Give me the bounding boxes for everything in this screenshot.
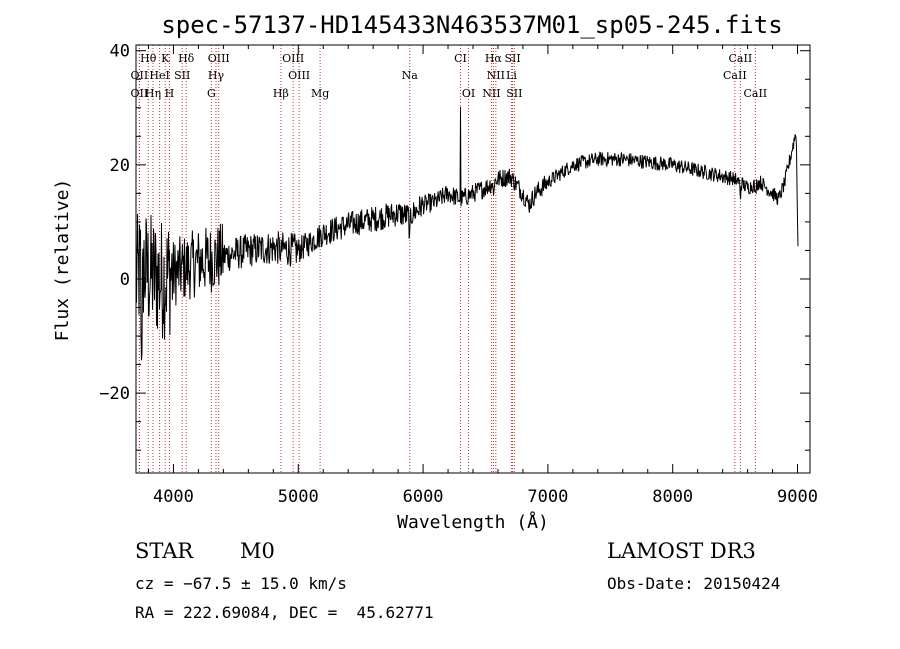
spectral-line-label: CaII xyxy=(729,52,753,65)
chart-title: spec-57137-HD145433N463537M01_sp05-245.f… xyxy=(161,11,782,39)
spectral-line-label: Na xyxy=(402,69,419,82)
observation-date: Obs-Date: 20150424 xyxy=(607,574,781,593)
spectral-line-label: SII xyxy=(504,52,520,65)
spectral-line-label: OIII xyxy=(282,52,304,65)
spectral-line-label: Hδ xyxy=(178,52,195,65)
spectral-line-label: G xyxy=(207,87,216,100)
spectral-line-label: Hθ xyxy=(140,52,157,65)
y-tick-label: 40 xyxy=(110,42,130,62)
spectral-line-label: Mg xyxy=(311,87,329,100)
x-tick-label: 9000 xyxy=(777,487,818,507)
spectral-line-label: SII xyxy=(506,87,522,100)
spectral-line-label: Hη xyxy=(145,87,161,100)
spectral-line-label: K xyxy=(161,52,170,65)
y-axis-label: Flux (relative) xyxy=(52,179,73,342)
axis-ticks-layer: 4000 5000 6000 7000 8000 9000 −20 0 20 40 xyxy=(99,42,818,507)
x-tick-label: 5000 xyxy=(278,487,319,507)
spectral-line-label: Hβ xyxy=(273,87,289,100)
spectral-line-label: NII xyxy=(482,87,500,100)
spectral-line-label: HeI xyxy=(149,69,169,82)
y-tick-label: 0 xyxy=(120,270,130,290)
redshift-velocity: cz = −67.5 ± 15.0 km/s xyxy=(135,574,347,593)
coordinates: RA = 222.69084, DEC = 45.62771 xyxy=(135,603,434,622)
x-tick-label: 6000 xyxy=(403,487,444,507)
spectral-line-label: OII xyxy=(131,69,149,82)
spectral-lines-layer xyxy=(138,45,756,473)
x-axis-label: Wavelength (Å) xyxy=(397,511,549,533)
x-tick-label: 4000 xyxy=(153,487,194,507)
spectral-line-label: Li xyxy=(506,69,517,82)
spectral-line-label: Hα xyxy=(485,52,503,65)
spectral-line-label: SII xyxy=(174,69,190,82)
plot-frame xyxy=(135,44,811,474)
spectral-line-label: H xyxy=(165,87,175,100)
object-subclass: M0 xyxy=(240,539,275,563)
spectral-line-label: CI xyxy=(454,52,467,65)
spectral-line-label: OIII xyxy=(288,69,310,82)
spectral-line-label: NII xyxy=(487,69,505,82)
spectral-line-label: CaII xyxy=(743,87,767,100)
spectral-line-label: Hγ xyxy=(208,69,225,82)
x-tick-label: 8000 xyxy=(652,487,693,507)
object-class: STAR xyxy=(135,539,194,563)
y-tick-label: −20 xyxy=(99,384,130,404)
spectrum-series-line xyxy=(135,106,799,361)
spectral-line-label: CaII xyxy=(723,69,747,82)
survey-name: LAMOST DR3 xyxy=(607,539,756,563)
y-tick-label: 20 xyxy=(110,156,130,176)
spectral-line-label: OII xyxy=(131,87,149,100)
spectral-line-label: OIII xyxy=(208,52,230,65)
x-tick-label: 7000 xyxy=(527,487,568,507)
spectral-line-label: OI xyxy=(462,87,475,100)
